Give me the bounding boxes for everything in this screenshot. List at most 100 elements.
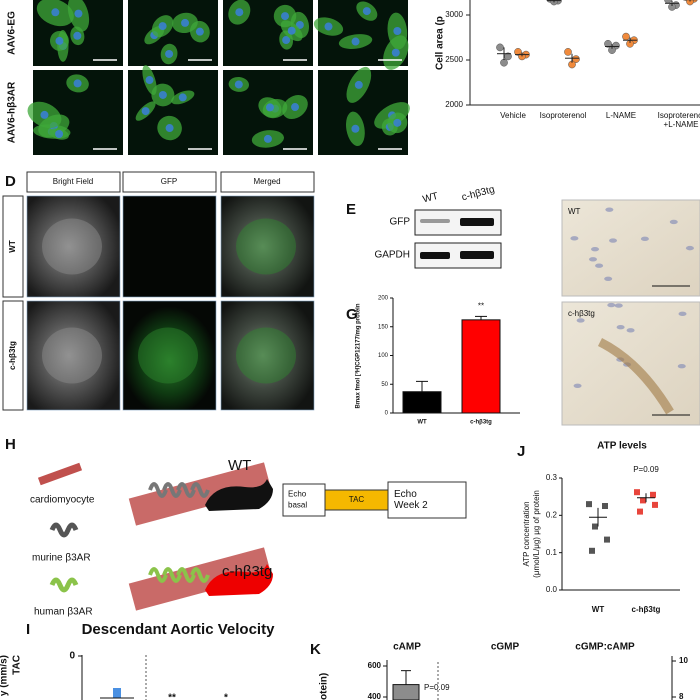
- band: [460, 218, 494, 226]
- column-header: GFP: [161, 177, 177, 186]
- data-point: [604, 39, 612, 48]
- nucleus: [391, 48, 400, 57]
- histology: [561, 199, 700, 297]
- receptor: [190, 567, 210, 583]
- micrograph: [313, 0, 409, 70]
- micrograph: [33, 0, 123, 66]
- nucleus: [51, 8, 60, 17]
- lane-label: WT: [422, 191, 440, 206]
- timeline-label: basal: [288, 501, 307, 510]
- annotation: **: [168, 693, 176, 700]
- y-axis-label: TAC: [12, 655, 23, 675]
- data-point: [622, 32, 630, 41]
- x-tick-label: L-NAME: [606, 111, 636, 120]
- nucleus: [291, 103, 300, 112]
- receptor: [148, 567, 168, 583]
- panel-label: H: [5, 436, 16, 453]
- image-label: WT: [568, 207, 581, 216]
- nucleus: [181, 18, 190, 27]
- data-point: [496, 43, 504, 52]
- y-axis-label: ATP concentration: [522, 501, 531, 566]
- micrograph: [223, 0, 313, 66]
- nucleus: [677, 364, 686, 369]
- receptor: [176, 567, 196, 583]
- nucleus: [573, 383, 582, 388]
- micrograph: [318, 66, 410, 155]
- panel-label: G: [346, 306, 358, 323]
- y-tick-label: 3000: [445, 10, 463, 19]
- nucleus: [73, 31, 82, 40]
- bar: [461, 319, 501, 414]
- heart-image: [122, 195, 217, 298]
- band: [420, 252, 450, 259]
- y-axis-label: Cell area (p: [435, 16, 446, 70]
- mouse-label: WT: [228, 457, 251, 474]
- bar: [402, 391, 442, 414]
- x-tick-label: Vehicle: [500, 111, 526, 120]
- annotation: **: [478, 302, 484, 311]
- nucleus: [685, 245, 694, 251]
- heart-image: [220, 300, 315, 411]
- data-point: [650, 491, 656, 498]
- panel-label: K: [310, 641, 321, 658]
- nucleus: [73, 79, 82, 88]
- column-header: Bright Field: [53, 177, 93, 186]
- y-tick-label: 0: [385, 411, 389, 417]
- band: [460, 251, 494, 259]
- y2-tick-label: 8: [679, 692, 684, 700]
- panel-label: D: [5, 173, 16, 190]
- band-label: GFP: [389, 217, 410, 228]
- annotation: P=0.09: [633, 465, 659, 474]
- x-tick-label: WT: [417, 420, 427, 426]
- nucleus: [165, 124, 174, 133]
- image-label: c-hβ3tg: [568, 309, 595, 318]
- y-tick-label: 0: [69, 651, 75, 662]
- data-point: [602, 503, 608, 509]
- nucleus: [178, 93, 187, 102]
- heart-image: [122, 300, 217, 411]
- nucleus: [591, 246, 600, 252]
- nucleus: [362, 7, 371, 16]
- x-tick-label: c-hβ3tg: [470, 420, 492, 426]
- column-header: cGMP:cAMP: [575, 642, 635, 653]
- data-point: [634, 489, 640, 496]
- nucleus: [607, 302, 616, 308]
- y-tick-label: 0.2: [546, 510, 558, 519]
- nucleus: [287, 26, 296, 35]
- legend-label: human β3AR: [34, 607, 93, 618]
- timeline-label: Week 2: [394, 500, 428, 511]
- data-point: [589, 547, 595, 554]
- timeline-label: Echo: [394, 489, 417, 500]
- cardiomyocyte-icon: [37, 462, 83, 486]
- heart: [138, 327, 198, 384]
- nucleus: [158, 90, 167, 99]
- data-point: [500, 58, 508, 67]
- panel-label: E: [346, 201, 356, 218]
- y-tick-label: 400: [368, 692, 382, 700]
- nucleus: [576, 318, 585, 323]
- x-tick-label: WT: [592, 605, 605, 614]
- mouse-wt: [205, 479, 273, 511]
- nucleus: [626, 328, 635, 333]
- nucleus: [669, 219, 678, 225]
- y2-tick-label: 10: [679, 656, 688, 665]
- x-tick-label: Isoproterenol: [540, 111, 587, 120]
- row-header-box: [2, 300, 24, 411]
- heart: [236, 327, 296, 384]
- timeline-box: [282, 483, 326, 517]
- heart: [42, 218, 102, 275]
- nucleus: [165, 49, 174, 58]
- nucleus: [263, 134, 272, 143]
- column-header: cGMP: [491, 642, 520, 653]
- nucleus: [40, 110, 49, 119]
- mouse-tg: [205, 564, 273, 596]
- column-header-box: [26, 171, 121, 193]
- data-point: [652, 501, 658, 508]
- nucleus: [393, 118, 402, 127]
- heart-image: [220, 195, 315, 298]
- timeline-label: TAC: [349, 495, 365, 504]
- heart: [236, 218, 296, 275]
- nucleus: [570, 236, 579, 241]
- row-label: AAV6-hβ3AR: [7, 81, 18, 143]
